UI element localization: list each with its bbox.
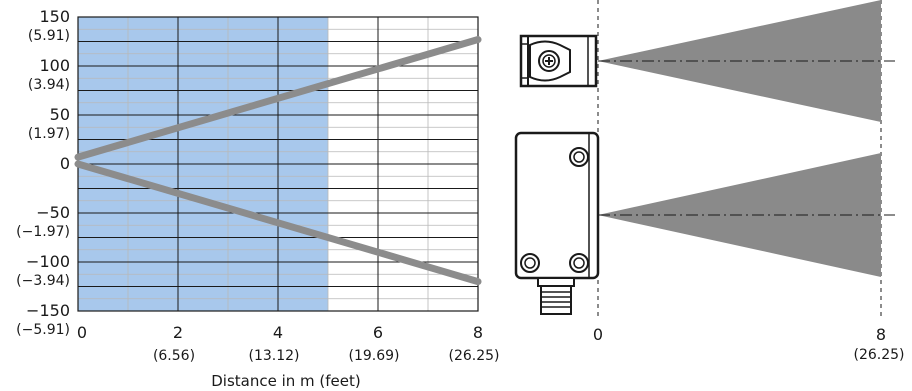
y-tick-label: 50 xyxy=(50,105,70,124)
mounting-hole-bottom-right xyxy=(569,253,589,273)
y-tick-sublabel: (−3.94) xyxy=(16,273,70,289)
y-tick-label: 0 xyxy=(60,154,70,173)
sensor-beam-diagram: 0 8 (26.25) xyxy=(514,0,905,363)
y-tick-sublabel: (−1.97) xyxy=(16,224,70,240)
series-line-1 xyxy=(74,160,482,286)
x-tick-sublabel: (6.56) xyxy=(153,348,195,364)
series-layer xyxy=(74,36,482,286)
diagram-distance-label-8: 8 xyxy=(876,325,886,344)
y-tick-sublabel: (3.94) xyxy=(28,77,70,93)
x-tick-label: 6 xyxy=(373,323,383,342)
x-axis-title: Distance in m (feet) xyxy=(211,372,361,390)
series-line-0 xyxy=(74,36,482,161)
x-tick-label: 4 xyxy=(273,323,283,342)
grid-major xyxy=(78,17,478,311)
x-tick-sublabel: (13.12) xyxy=(248,348,299,364)
y-axis-ticks: 150 (5.91) 100 (3.94) 50 (1.97) 0 −50 (−1.97) −10… xyxy=(16,7,70,338)
beam-diameter-chart: 150 (5.91) 100 (3.94) 50 (1.97) 0 −50 (−1.97) −10… xyxy=(16,7,499,390)
x-axis-ticks: 0 2 (6.56) 4 (13.12) 6 (19.69) 8 (26.25) xyxy=(77,323,500,364)
y-tick-sublabel: (−5.91) xyxy=(16,322,70,338)
connector xyxy=(537,277,575,315)
sensor-top-view xyxy=(519,34,598,88)
diagram-distance-label-0: 0 xyxy=(593,325,603,344)
mounting-hole-top xyxy=(569,147,589,167)
y-tick-label: 150 xyxy=(39,7,70,26)
y-tick-label: −150 xyxy=(26,301,70,320)
y-tick-label: 100 xyxy=(39,56,70,75)
sensor-front-view xyxy=(514,131,600,315)
y-tick-sublabel: (1.97) xyxy=(28,126,70,142)
x-tick-sublabel: (19.69) xyxy=(348,348,399,364)
y-tick-label: −100 xyxy=(26,252,70,271)
x-tick-label: 0 xyxy=(77,323,87,342)
y-tick-label: −50 xyxy=(36,203,70,222)
x-tick-label: 2 xyxy=(173,323,183,342)
x-tick-sublabel: (26.25) xyxy=(448,348,499,364)
x-tick-label: 8 xyxy=(473,323,483,342)
diagram-distance-sublabel-8: (26.25) xyxy=(853,347,904,363)
y-tick-sublabel: (5.91) xyxy=(28,28,70,44)
mounting-hole-bottom-left xyxy=(520,253,540,273)
